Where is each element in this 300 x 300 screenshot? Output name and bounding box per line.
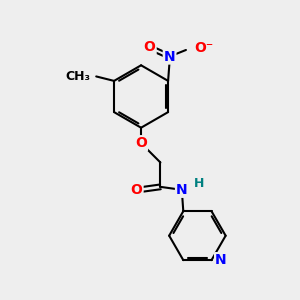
- Text: O: O: [131, 183, 142, 197]
- Text: O: O: [135, 136, 147, 150]
- Text: H: H: [194, 177, 205, 190]
- Text: CH₃: CH₃: [65, 70, 90, 83]
- Text: N: N: [215, 253, 227, 267]
- Text: N: N: [176, 183, 188, 197]
- Text: O⁻: O⁻: [194, 41, 214, 56]
- Text: O: O: [144, 40, 156, 54]
- Text: N: N: [164, 50, 176, 64]
